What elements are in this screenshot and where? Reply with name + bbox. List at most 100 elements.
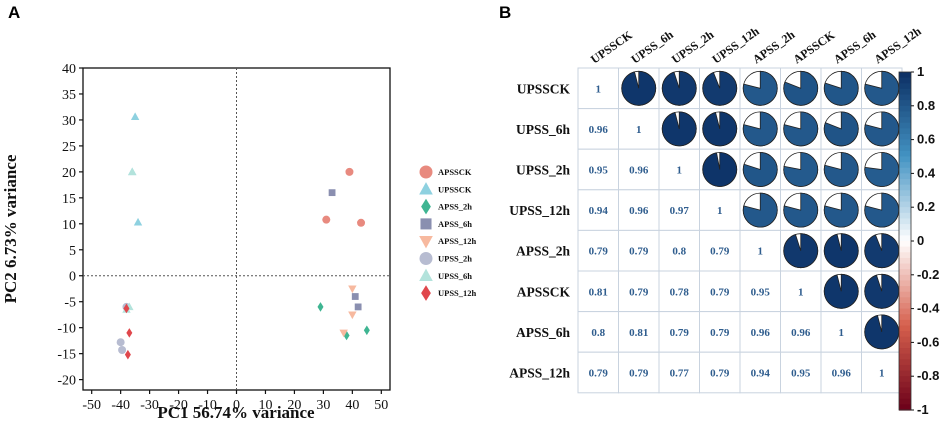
data-point-apss-6h xyxy=(328,189,336,197)
colorbar-segment xyxy=(899,291,911,298)
colorbar-segment xyxy=(899,370,911,377)
correlation-pie-slice xyxy=(742,70,778,106)
colorbar-segment xyxy=(899,122,911,129)
data-point-apss-12h xyxy=(339,329,348,338)
data-point-apssck xyxy=(322,215,331,224)
pca-reference-lines xyxy=(83,68,390,390)
row-label-apss-6h: APSS_6h xyxy=(516,325,571,340)
correlation-value: 1 xyxy=(636,124,642,136)
colorbar-label: 0.6 xyxy=(917,132,935,147)
data-point-upss-12h xyxy=(124,349,131,360)
colorbar-segment xyxy=(899,207,911,214)
pca-points xyxy=(116,112,370,360)
colorbar-segment xyxy=(899,173,911,180)
colorbar-segment xyxy=(899,72,911,79)
correlation-pie-slice xyxy=(864,233,900,269)
pca-legend: APSSCK UPSSCK APSS_2h APSS_6h APSS_12h UPSS_2… xyxy=(419,165,477,301)
correlation-pie-slice xyxy=(742,111,778,147)
colorbar-segment xyxy=(899,184,911,191)
colorbar-label: 0 xyxy=(917,233,924,248)
column-label-apssck: APSSCK xyxy=(790,27,837,66)
correlation-pie-slice xyxy=(823,273,859,309)
correlation-pie-slice xyxy=(864,111,900,147)
correlation-value: 1 xyxy=(717,205,723,217)
colorbar-segment xyxy=(899,274,911,282)
colorbar-segment xyxy=(899,241,911,248)
matrix-cell xyxy=(658,270,700,313)
correlation-value: 0.96 xyxy=(589,124,609,136)
row-label-upssck: UPSSCK xyxy=(517,81,571,96)
colorbar-segment xyxy=(899,314,911,321)
colorbar-segment xyxy=(899,179,911,186)
colorbar-segment xyxy=(899,133,911,141)
correlation-column-labels: UPSSCKUPSS_6hUPSS_2hUPSS_12hAPSS_2hAPSSC… xyxy=(588,24,924,67)
column-label-upss-2h: UPSS_2h xyxy=(669,27,717,66)
y-tick-label: -20 xyxy=(57,374,76,389)
correlation-pie-slice xyxy=(864,314,900,350)
row-label-upss-6h: UPSS_6h xyxy=(516,122,571,137)
x-tick-label: 0 xyxy=(233,398,240,413)
colorbar-segment xyxy=(899,195,911,203)
colorbar-segment xyxy=(899,167,911,174)
data-point-upss-12h xyxy=(123,303,130,314)
colorbar-segment xyxy=(899,280,911,287)
data-point-apss-2h xyxy=(363,325,370,336)
correlation-value: 0.96 xyxy=(751,327,771,339)
colorbar-segment xyxy=(899,218,911,225)
correlation-value: 0.79 xyxy=(629,368,649,380)
colorbar-segment xyxy=(899,88,911,96)
colorbar-segment xyxy=(899,212,911,220)
panel-label-a: A xyxy=(8,3,20,22)
colorbar-segment xyxy=(899,117,911,124)
y-tick-label: 5 xyxy=(69,244,76,259)
y-tick-label: -15 xyxy=(57,348,76,363)
correlation-value: 0.79 xyxy=(710,368,730,380)
colorbar-segment xyxy=(899,128,911,135)
colorbar-segment xyxy=(899,156,911,163)
colorbar-segment xyxy=(899,297,911,304)
colorbar-segment xyxy=(899,257,911,265)
matrix-cell xyxy=(658,351,700,394)
pca-x-axis-title: PC1 56.74% variance xyxy=(157,403,315,422)
correlation-pie-slice xyxy=(864,152,900,187)
matrix-cell xyxy=(577,108,619,150)
colorbar-segment xyxy=(899,263,911,270)
x-tick-label: 50 xyxy=(374,398,388,413)
colorbar-segment xyxy=(899,359,911,366)
colorbar-label: 1 xyxy=(917,64,924,79)
matrix-cell xyxy=(618,270,660,313)
legend-marker-upss-2h xyxy=(419,252,433,265)
matrix-cell xyxy=(780,311,822,353)
matrix-cell xyxy=(577,229,619,272)
matrix-cell xyxy=(699,351,741,394)
y-tick-label: 25 xyxy=(62,140,76,155)
colorbar-label: -0.4 xyxy=(917,301,940,316)
colorbar-segment xyxy=(899,246,911,253)
colorbar-segment xyxy=(899,105,911,113)
pca-y-axis-title: PC2 6.73% variance xyxy=(1,154,20,303)
column-label-apss-6h: APSS_6h xyxy=(831,27,879,66)
x-tick-label: 40 xyxy=(345,398,359,413)
matrix-cell xyxy=(577,67,619,110)
row-label-apss-12h: APSS_12h xyxy=(509,366,570,381)
correlation-value: 0.79 xyxy=(710,327,730,339)
colorbar-segment xyxy=(899,404,911,411)
colorbar-segment xyxy=(899,376,911,383)
correlation-pie-slice xyxy=(702,70,738,106)
correlation-value: 1 xyxy=(839,327,845,339)
matrix-cell xyxy=(699,270,741,313)
y-tick-label: 10 xyxy=(62,218,76,233)
colorbar-label: 0.4 xyxy=(917,165,936,180)
data-point-apss-6h xyxy=(354,303,362,311)
correlation-pie-slice xyxy=(823,111,859,147)
colorbar-segment xyxy=(899,94,911,101)
correlation-pie-slice xyxy=(823,233,859,269)
correlation-value: 0.95 xyxy=(751,286,771,298)
colorbar-segment xyxy=(899,139,911,146)
correlation-value: 0.79 xyxy=(629,246,649,258)
row-label-upss-2h: UPSS_2h xyxy=(516,163,571,178)
matrix-cell xyxy=(618,108,660,150)
correlation-value: 0.96 xyxy=(832,368,852,380)
data-point-upssck xyxy=(130,112,140,121)
